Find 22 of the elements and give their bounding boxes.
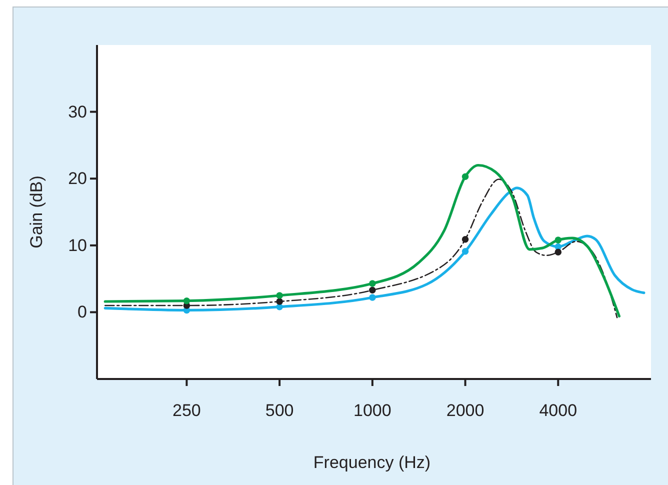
y-tick-label: 20 [68,169,87,188]
x-tick-label: 1000 [353,401,392,420]
x-tick-label: 250 [172,401,201,420]
point [554,236,562,244]
y-tick-label: 10 [68,236,87,255]
x-tick-label: 500 [265,401,294,420]
point [462,173,469,180]
point [369,280,376,287]
point [276,298,283,305]
point [183,297,190,304]
x-tick-label: 4000 [539,401,578,420]
y-axis-title: Gain (dB) [27,176,46,248]
point [462,236,469,243]
point [276,292,283,299]
x-tick-label: 2000 [446,401,484,420]
point [554,248,562,256]
x-axis-title: Frequency (Hz) [313,453,431,472]
point [369,294,376,301]
y-tick-label: 0 [78,302,87,322]
point [369,286,376,294]
y-tick-label: 30 [68,102,87,122]
point [462,248,469,255]
